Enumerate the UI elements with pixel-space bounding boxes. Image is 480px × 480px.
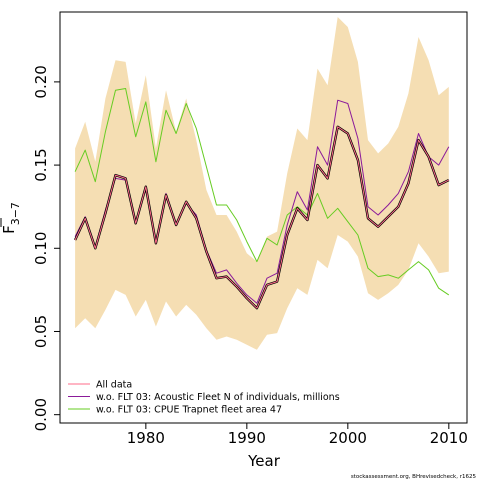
- y-axis-title-main: F: [0, 225, 18, 234]
- x-tick-label-1990: 1990: [228, 429, 266, 447]
- series-line-wo-cpue-trapnet: [74, 88, 450, 296]
- x-tick-label-2000: 2000: [329, 429, 367, 447]
- x-tick-label-1980: 1980: [127, 429, 165, 447]
- series-line-all-data: [74, 126, 450, 309]
- credit-text: stockassessment.org, BHrevisedcheck, r16…: [351, 474, 477, 480]
- legend-label-1: w.o. FLT 03: Acoustic Fleet N of individ…: [96, 392, 340, 403]
- y-tick-label-1: 0.05: [32, 315, 50, 348]
- confidence-band: [75, 17, 449, 350]
- y-axis-title-sub: 3−7: [9, 202, 22, 225]
- x-axis: 1980 1990 2000 2010: [127, 423, 468, 447]
- plot-area: [74, 17, 450, 350]
- x-tick-label-2010: 2010: [430, 429, 468, 447]
- y-tick-label-2: 0.10: [32, 232, 50, 265]
- y-axis: 0.00 0.05 0.10 0.15 0.20: [32, 65, 60, 431]
- y-tick-label-3: 0.15: [32, 148, 50, 181]
- y-tick-label-0: 0.00: [32, 398, 50, 431]
- legend-label-2: w.o. FLT 03: CPUE Trapnet fleet area 47: [96, 405, 282, 416]
- y-axis-title: F3−7: [0, 202, 22, 234]
- plot-frame: [59, 11, 468, 424]
- x-axis-title: Year: [247, 452, 281, 470]
- y-tick-label-4: 0.20: [32, 65, 50, 98]
- svg-text:F3−7: F3−7: [0, 202, 22, 234]
- legend-label-0: All data: [96, 380, 132, 391]
